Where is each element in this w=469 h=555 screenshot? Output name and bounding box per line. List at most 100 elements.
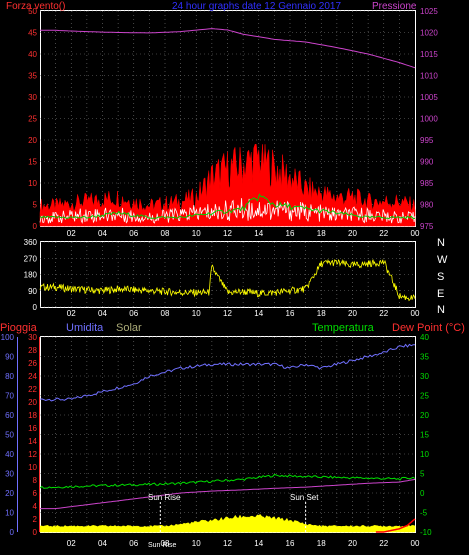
wind-y-tick: 25 bbox=[28, 115, 37, 124]
rain-y-tick: 20 bbox=[28, 398, 37, 407]
x-tick-label: 20 bbox=[348, 309, 357, 318]
pressure-y-tick: 1010 bbox=[420, 72, 438, 81]
humidity-series bbox=[39, 343, 416, 402]
x-tick-label: 02 bbox=[67, 539, 76, 548]
rain-y-tick: 28 bbox=[28, 346, 37, 355]
rain-y-tick: 2 bbox=[33, 515, 38, 524]
temp-y-tick: 40 bbox=[420, 333, 429, 342]
rain-y-tick: 30 bbox=[28, 333, 37, 342]
rain-y-tick: 18 bbox=[28, 411, 37, 420]
chart-title: 24 hour graphs date 12 Gennaio 2017 bbox=[172, 1, 341, 12]
gust-series bbox=[39, 144, 416, 227]
x-tick-label: 18 bbox=[317, 229, 326, 238]
humidity-y-tick: 80 bbox=[5, 372, 14, 381]
wind-avg-series bbox=[39, 193, 415, 220]
pressure-y-tick: 1025 bbox=[420, 7, 438, 16]
temp-y-tick: 35 bbox=[420, 353, 429, 362]
pressure-y-tick: 995 bbox=[420, 136, 434, 145]
wind-series bbox=[39, 198, 416, 224]
compass-label: S bbox=[437, 271, 444, 283]
x-tick-label: 10 bbox=[192, 229, 201, 238]
x-tick-label: 20 bbox=[348, 229, 357, 238]
temp-y-tick: 0 bbox=[420, 489, 425, 498]
x-tick-label: 22 bbox=[379, 309, 388, 318]
humidity-y-tick: 70 bbox=[5, 392, 14, 401]
compass-label: E bbox=[437, 288, 444, 300]
wind-y-tick: 0 bbox=[33, 222, 38, 231]
pressure-y-tick: 1000 bbox=[420, 115, 438, 124]
sun-rise-annotation-bottom: Sun Rise bbox=[148, 542, 177, 549]
temp-y-tick: 15 bbox=[420, 431, 429, 440]
rain-y-tick: 8 bbox=[33, 476, 38, 485]
x-tick-label: 00 bbox=[411, 229, 420, 238]
x-tick-label: 10 bbox=[192, 539, 201, 548]
rain-y-tick: 24 bbox=[28, 372, 37, 381]
direction-y-tick: 270 bbox=[24, 254, 38, 263]
temp-y-tick: 30 bbox=[420, 372, 429, 381]
rain-y-tick: 10 bbox=[28, 463, 37, 472]
x-tick-label: 14 bbox=[254, 539, 263, 548]
x-tick-label: 02 bbox=[67, 309, 76, 318]
wind-y-tick: 50 bbox=[28, 7, 37, 16]
humidity-y-tick: 10 bbox=[5, 509, 14, 518]
x-tick-label: 08 bbox=[161, 309, 170, 318]
x-tick-label: 18 bbox=[317, 309, 326, 318]
x-tick-label: 04 bbox=[98, 539, 107, 548]
humidity-y-tick: 0 bbox=[10, 528, 15, 537]
rain-y-tick: 4 bbox=[33, 502, 38, 511]
rain-y-tick: 26 bbox=[28, 359, 37, 368]
x-tick-label: 20 bbox=[348, 539, 357, 548]
pressure-label: Pressione bbox=[372, 1, 417, 12]
pressure-series bbox=[40, 28, 416, 69]
temp-y-tick: 25 bbox=[420, 392, 429, 401]
wind-y-tick: 45 bbox=[28, 29, 37, 38]
wind-y-tick: 35 bbox=[28, 72, 37, 81]
pressure-y-tick: 990 bbox=[420, 158, 434, 167]
dewpoint-series bbox=[40, 478, 416, 510]
pressure-y-tick: 980 bbox=[420, 201, 434, 210]
x-tick-label: 00 bbox=[411, 539, 420, 548]
direction-y-tick: 360 bbox=[24, 238, 38, 247]
x-tick-label: 22 bbox=[379, 229, 388, 238]
x-tick-label: 18 bbox=[317, 539, 326, 548]
rain-series bbox=[375, 518, 416, 533]
x-tick-label: 06 bbox=[129, 309, 138, 318]
x-tick-label: 00 bbox=[411, 309, 420, 318]
pressure-y-tick: 1005 bbox=[420, 93, 438, 102]
wind-y-tick: 30 bbox=[28, 93, 37, 102]
x-tick-label: 16 bbox=[286, 309, 295, 318]
sun-set-annotation: Sun Set bbox=[290, 493, 319, 502]
x-tick-label: 06 bbox=[129, 229, 138, 238]
wind-y-tick: 20 bbox=[28, 136, 37, 145]
temp-y-tick: -10 bbox=[420, 528, 432, 537]
compass-label: W bbox=[437, 254, 448, 266]
dewpoint-label: Dew Point (°C) bbox=[392, 322, 465, 334]
wind-y-tick: 10 bbox=[28, 179, 37, 188]
x-tick-label: 10 bbox=[192, 309, 201, 318]
solar-label: Solar bbox=[116, 322, 142, 334]
x-tick-label: 14 bbox=[254, 229, 263, 238]
humidity-y-tick: 40 bbox=[5, 450, 14, 459]
x-tick-label: 02 bbox=[67, 229, 76, 238]
humidity-label: Umidita bbox=[66, 322, 104, 334]
solar-series bbox=[39, 514, 416, 533]
rain-y-tick: 16 bbox=[28, 424, 37, 433]
temperature-label: Temperatura bbox=[312, 322, 375, 334]
x-tick-label: 04 bbox=[98, 229, 107, 238]
compass-label: N bbox=[437, 304, 445, 316]
humidity-y-tick: 100 bbox=[1, 333, 15, 342]
temp-y-tick: 20 bbox=[420, 411, 429, 420]
sun-rise-annotation: Sun Rise bbox=[148, 493, 181, 502]
wind-y-tick: 40 bbox=[28, 50, 37, 59]
humidity-y-tick: 30 bbox=[5, 470, 14, 479]
x-tick-label: 16 bbox=[286, 539, 295, 548]
x-tick-label: 16 bbox=[286, 229, 295, 238]
temp-y-tick: -5 bbox=[420, 509, 428, 518]
wind-y-tick: 15 bbox=[28, 158, 37, 167]
rain-y-tick: 6 bbox=[33, 489, 38, 498]
rain-y-tick: 0 bbox=[33, 528, 38, 537]
direction-series bbox=[39, 258, 416, 302]
direction-y-tick: 90 bbox=[28, 287, 37, 296]
temp-y-tick: 5 bbox=[420, 470, 425, 479]
